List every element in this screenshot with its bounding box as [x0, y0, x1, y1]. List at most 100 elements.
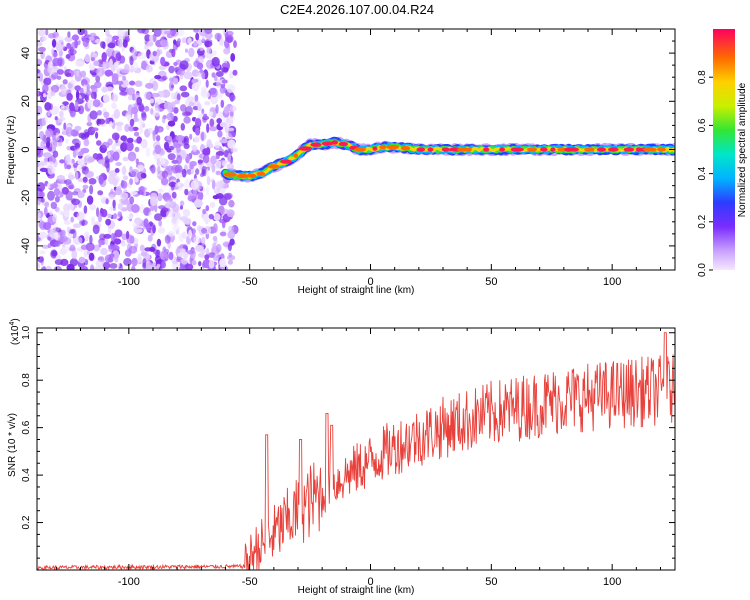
noise-speckle — [88, 178, 97, 185]
noise-speckle — [214, 252, 220, 261]
noise-speckle — [54, 116, 58, 121]
noise-speckle — [98, 175, 104, 185]
noise-speckle — [226, 84, 236, 94]
colorbar-label: Normalized spectral amplitude — [737, 82, 748, 217]
noise-speckle — [89, 64, 95, 71]
noise-speckle — [170, 29, 176, 37]
noise-speckle — [89, 204, 97, 211]
noise-speckle — [77, 29, 85, 36]
noise-speckle — [94, 81, 102, 89]
noise-speckle — [97, 190, 104, 196]
noise-speckle — [152, 224, 156, 234]
noise-speckle — [75, 90, 80, 100]
noise-speckle — [219, 139, 228, 144]
noise-speckle — [95, 75, 101, 83]
noise-speckle — [109, 58, 113, 69]
ridge-peak-blob — [623, 147, 635, 152]
noise-speckle — [111, 132, 120, 141]
noise-speckle — [219, 37, 224, 47]
noise-speckle — [179, 200, 185, 207]
ridge-peak-blob — [338, 141, 348, 147]
noise-speckle — [228, 130, 236, 138]
noise-speckle — [37, 58, 43, 66]
noise-speckle — [116, 263, 120, 268]
noise-speckle — [210, 87, 218, 98]
ridge-peak-blob — [441, 147, 450, 152]
noise-speckle — [78, 256, 86, 264]
noise-speckle — [145, 82, 154, 89]
noise-speckle — [96, 67, 105, 77]
noise-speckle — [70, 216, 75, 223]
noise-speckle — [219, 231, 227, 237]
noise-speckle — [37, 142, 41, 147]
snr-ytick-label: 1.0 — [21, 325, 32, 339]
noise-speckle — [159, 251, 168, 260]
noise-speckle — [42, 93, 47, 98]
noise-speckle — [37, 212, 41, 219]
noise-speckle — [216, 111, 225, 119]
ridge-peak-blob — [596, 147, 607, 152]
noise-speckle — [184, 188, 189, 196]
noise-speckle — [180, 91, 190, 98]
noise-speckle — [37, 199, 41, 206]
noise-speckle — [137, 29, 146, 34]
noise-speckle — [90, 216, 96, 226]
noise-speckle — [78, 151, 84, 156]
noise-speckle — [62, 101, 69, 106]
noise-speckle — [74, 39, 78, 49]
noise-speckle — [150, 164, 156, 174]
noise-speckle — [76, 191, 85, 199]
noise-speckle — [181, 168, 187, 178]
snr-ytick-label: 0.6 — [21, 420, 32, 434]
ridge-peak-blob — [557, 147, 567, 152]
noise-speckle — [177, 69, 186, 76]
noise-speckle — [177, 252, 184, 257]
noise-speckle — [167, 120, 176, 127]
noise-speckle — [39, 250, 46, 255]
noise-speckle — [173, 61, 178, 66]
noise-speckle — [131, 265, 136, 270]
noise-speckle — [166, 112, 175, 121]
noise-speckle — [191, 82, 200, 92]
noise-speckle — [45, 29, 49, 36]
noise-speckle — [206, 186, 209, 196]
noise-speckle — [180, 205, 183, 210]
noise-speckle — [71, 191, 79, 196]
noise-speckle — [195, 118, 202, 128]
noise-speckle — [228, 252, 232, 258]
noise-speckle — [197, 191, 204, 201]
noise-speckle — [211, 50, 217, 57]
noise-speckle — [60, 85, 67, 95]
noise-speckle — [101, 209, 108, 218]
noise-speckle — [93, 244, 100, 252]
noise-speckle — [125, 141, 134, 152]
noise-speckle — [145, 64, 153, 73]
noise-speckle — [93, 60, 100, 66]
noise-speckle — [38, 72, 43, 82]
noise-speckle — [152, 131, 156, 142]
noise-speckle — [194, 94, 199, 102]
noise-speckle — [128, 125, 135, 132]
spectrogram-xtick-label: -50 — [242, 276, 258, 288]
noise-speckle — [214, 75, 218, 82]
noise-speckle — [40, 50, 45, 60]
noise-speckle — [51, 250, 58, 257]
noise-speckle — [89, 110, 98, 120]
noise-speckle — [54, 196, 60, 203]
noise-speckle — [201, 249, 206, 254]
noise-speckle — [164, 141, 169, 151]
noise-speckle — [177, 181, 181, 187]
snr-frame — [36, 327, 676, 571]
noise-speckle — [175, 172, 183, 179]
noise-speckle — [191, 228, 196, 235]
noise-speckle — [56, 69, 64, 75]
noise-speckle — [154, 144, 162, 155]
noise-speckle — [188, 47, 195, 58]
noise-speckle — [149, 98, 155, 104]
noise-speckle — [177, 38, 181, 44]
noise-speckle — [192, 221, 197, 227]
noise-speckle — [201, 131, 205, 142]
noise-speckle — [183, 143, 190, 150]
spectrogram-panel: -100 -50 0 50 100 -40 -20 0 20 40 Height of stra… — [6, 28, 676, 296]
noise-speckle — [205, 79, 209, 88]
